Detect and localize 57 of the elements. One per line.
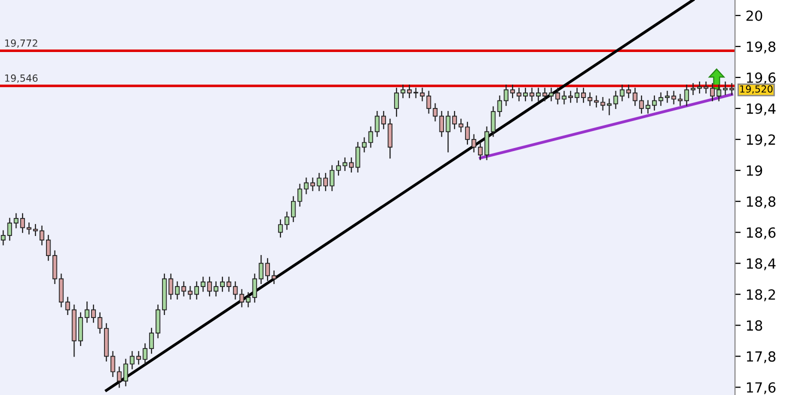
- y-tick-label: 19,8: [746, 41, 776, 54]
- candlestick: [368, 126, 374, 148]
- candlestick: [246, 292, 251, 308]
- candlestick: [555, 88, 560, 104]
- candlestick: [58, 274, 64, 308]
- candlestick: [232, 281, 238, 300]
- y-tick-label: 18,6: [746, 227, 776, 240]
- candlestick: [671, 90, 676, 104]
- candlestick: [304, 178, 309, 194]
- y-tick-label: 17,8: [746, 351, 776, 364]
- candlestick: [620, 84, 625, 102]
- candlestick: [297, 184, 302, 207]
- candlestick: [0, 230, 6, 246]
- candlestick: [174, 281, 180, 300]
- candlestick: [52, 250, 58, 284]
- candlestick: [432, 103, 438, 122]
- candlestick: [478, 142, 483, 160]
- candlestick: [490, 106, 496, 137]
- candlestick: [606, 98, 612, 116]
- y-tick-label: 20: [746, 10, 762, 21]
- candlestick: [613, 90, 618, 109]
- candlestick: [362, 137, 367, 152]
- candlestick: [420, 88, 425, 102]
- candlestick: [110, 351, 116, 377]
- candlestick: [426, 90, 432, 114]
- candlestick: [239, 289, 244, 308]
- candlestick: [181, 281, 186, 296]
- candlestick: [130, 351, 135, 370]
- y-tick-label: 18,4: [746, 258, 776, 270]
- ref-line-label: 19,772: [5, 39, 38, 48]
- candlestick: [678, 94, 683, 106]
- candlestick: [310, 178, 316, 192]
- candlestick: [600, 97, 606, 111]
- candlestick: [729, 83, 734, 96]
- candlestick: [497, 95, 502, 117]
- candlestick: [722, 82, 728, 96]
- y-tick-label: 18,2: [746, 289, 775, 302]
- candlestick: [355, 142, 360, 172]
- y-tick-label: 19,2: [746, 134, 775, 146]
- y-tick-label: 19: [746, 165, 762, 176]
- candlestick: [548, 88, 554, 102]
- candlestick: [374, 110, 380, 137]
- candlestick: [123, 358, 128, 386]
- y-tick-label: 19,4: [746, 103, 776, 116]
- y-tick-label: 17,6: [746, 382, 776, 394]
- y-tick-label: 18,8: [746, 196, 776, 208]
- ref-line-label: 19,546: [5, 74, 38, 83]
- candlestick: [7, 218, 12, 241]
- text: 19,520: [740, 85, 773, 94]
- candlestick: [252, 274, 258, 303]
- candlestick: [484, 126, 490, 160]
- candlestick: [542, 88, 548, 102]
- candlestick: [116, 366, 122, 388]
- candlestick: [664, 90, 670, 103]
- candlestick: [65, 296, 70, 316]
- y-tick-label: 18: [746, 320, 762, 331]
- y-tick-label: 19,6: [746, 72, 776, 84]
